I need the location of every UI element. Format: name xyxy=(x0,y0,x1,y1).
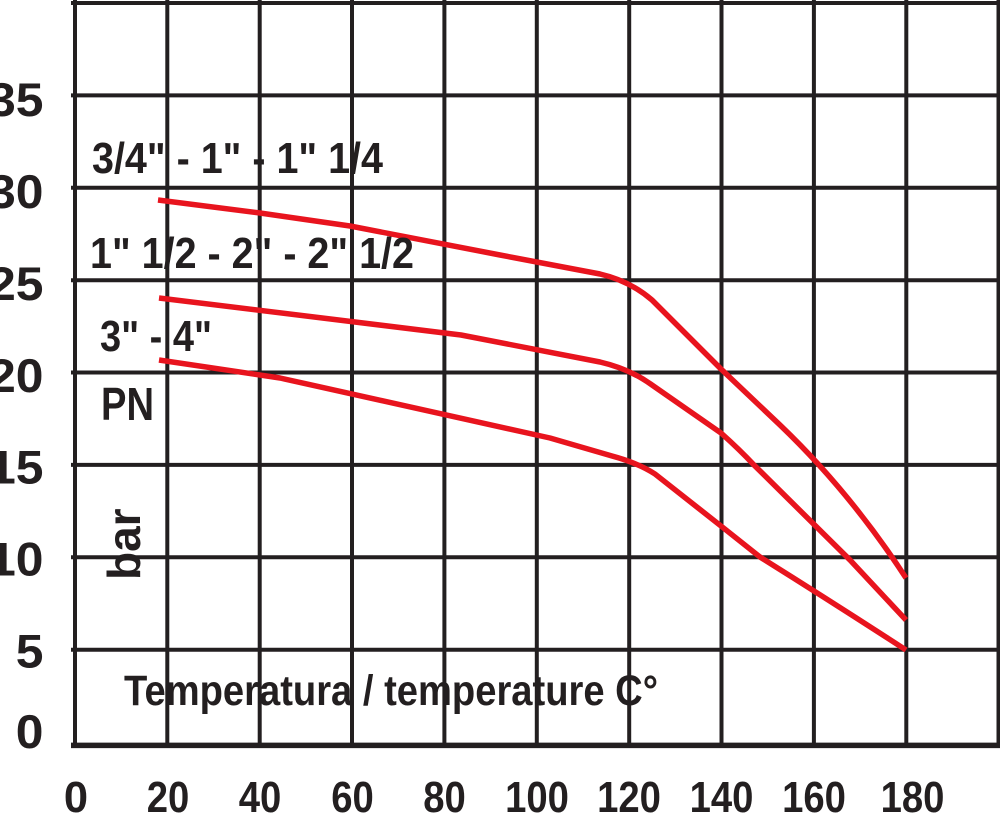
svg-text:35: 35 xyxy=(0,74,44,126)
svg-text:80: 80 xyxy=(423,773,466,813)
svg-text:20: 20 xyxy=(0,350,44,402)
svg-text:PN: PN xyxy=(101,378,154,430)
svg-text:20: 20 xyxy=(147,773,190,813)
svg-text:120: 120 xyxy=(597,773,661,813)
svg-text:60: 60 xyxy=(331,773,374,813)
svg-text:40: 40 xyxy=(239,773,282,813)
svg-text:bar: bar xyxy=(98,508,150,580)
svg-text:30: 30 xyxy=(0,166,44,218)
svg-text:140: 140 xyxy=(690,773,754,813)
svg-text:1" 1/2 - 2" - 2" 1/2: 1" 1/2 - 2" - 2" 1/2 xyxy=(90,229,414,278)
svg-text:Temperatura / temperature C°: Temperatura / temperature C° xyxy=(124,667,658,715)
svg-text:160: 160 xyxy=(782,773,846,813)
svg-text:15: 15 xyxy=(0,442,44,494)
svg-text:3/4" - 1" - 1" 1/4: 3/4" - 1" - 1" 1/4 xyxy=(92,134,383,183)
svg-text:100: 100 xyxy=(505,773,569,813)
svg-text:0: 0 xyxy=(64,774,88,813)
svg-text:0: 0 xyxy=(16,706,44,758)
svg-text:5: 5 xyxy=(16,626,44,678)
svg-text:10: 10 xyxy=(0,534,44,586)
svg-text:25: 25 xyxy=(0,258,44,310)
svg-text:3" - 4": 3" - 4" xyxy=(100,312,212,361)
svg-text:180: 180 xyxy=(881,773,945,813)
